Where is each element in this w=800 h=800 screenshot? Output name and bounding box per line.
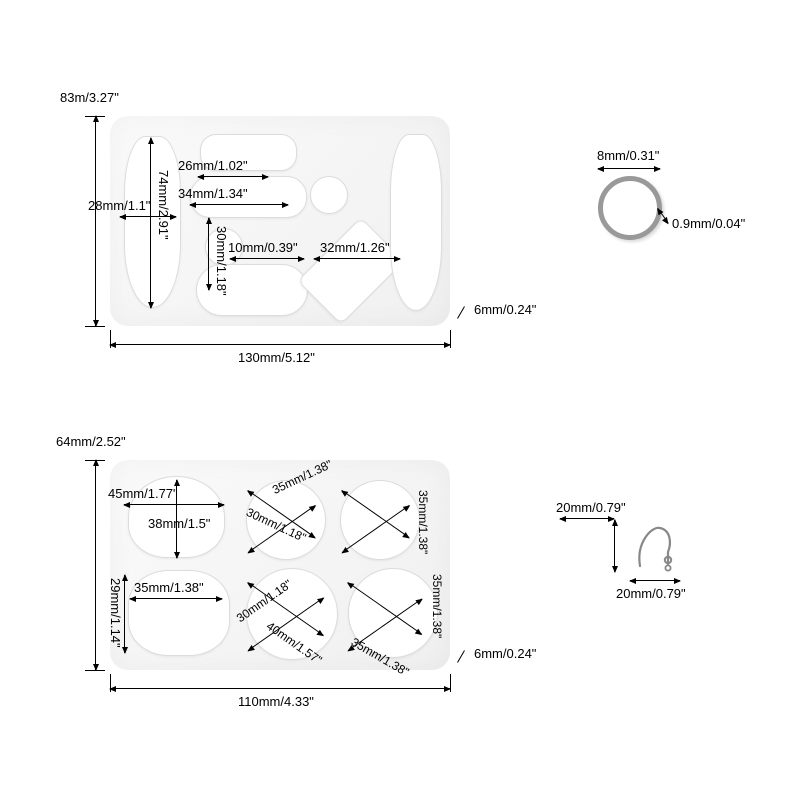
mold1-w28-dim — [120, 216, 176, 217]
mold1-height-dim — [95, 116, 96, 326]
hook-h-label: 20mm/0.79" — [556, 500, 626, 515]
mold2-h38-label: 38mm/1.5" — [148, 516, 210, 531]
mold2-width-dim — [110, 688, 450, 689]
mold1-w34-dim — [190, 204, 288, 205]
mold2-depth-label: 6mm/0.24" — [474, 646, 536, 661]
mold2-w35a-label: 35mm/1.38" — [134, 580, 204, 595]
mold1-w26-dim — [198, 176, 268, 177]
tick — [450, 674, 451, 692]
mold1-cluster — [196, 264, 308, 316]
mold1-leaf-left — [124, 136, 181, 308]
mold2-h29-label: 29mm/1.14" — [108, 578, 123, 648]
mold2-h38-dim — [176, 480, 177, 558]
mold2-w35a-dim — [130, 598, 222, 599]
mold2-height-label: 64mm/2.52" — [56, 434, 126, 449]
m2-d35-3-l: 35mm/1.38" — [430, 574, 444, 638]
mold1-w32-label: 32mm/1.26" — [320, 240, 390, 255]
mold1-h74-label: 74mm/2.91" — [156, 170, 171, 240]
mold1-w32-dim — [314, 258, 400, 259]
mold1-depth-slash — [457, 306, 465, 319]
mold1-diamond — [297, 217, 404, 324]
mold2-h29-dim — [124, 575, 125, 653]
jump-ring — [598, 176, 662, 240]
mold1-leaf-right — [390, 134, 442, 311]
m2-d35-2-l: 35mm/1.38" — [416, 490, 430, 554]
ring-diameter-dim — [598, 168, 660, 169]
mold2-width-label: 110mm/4.33" — [238, 694, 314, 709]
mold1-w10-dim — [230, 258, 304, 259]
hook-w-label: 20mm/0.79" — [616, 586, 686, 601]
hook-h-lead — [560, 518, 614, 519]
mold2-w45-label: 45mm/1.77" — [108, 486, 178, 501]
mold2-height-dim — [95, 460, 96, 670]
ring-wire-label: 0.9mm/0.04" — [672, 216, 745, 231]
hook-w-dim — [630, 580, 680, 581]
mold1-width-label: 130mm/5.12" — [238, 350, 315, 365]
mold1-w26-label: 26mm/1.02" — [178, 158, 248, 173]
mold1-h30-dim — [208, 218, 209, 290]
tick — [85, 326, 105, 327]
mold1-w28-label: 28mm/1.1" — [88, 198, 150, 213]
mold1-depth-label: 6mm/0.24" — [474, 302, 536, 317]
mold2-w45-dim — [124, 504, 224, 505]
earring-hook — [630, 520, 680, 572]
mold1-circle — [310, 176, 348, 214]
mold2-depth-slash — [457, 650, 465, 663]
mold2-circle2 — [340, 480, 420, 560]
ring-diameter-label: 8mm/0.31" — [597, 148, 659, 163]
mold1-w34-label: 34mm/1.34" — [178, 186, 248, 201]
mold1-height-label: 83m/3.27" — [60, 90, 119, 105]
mold1-h30-label: 30mm/1.18" — [214, 226, 229, 296]
mold1-h74-dim — [150, 138, 151, 308]
tick — [450, 330, 451, 348]
mold1-width-dim — [110, 344, 450, 345]
mold1-w10-label: 10mm/0.39" — [228, 240, 298, 255]
hook-h-dim — [614, 520, 615, 572]
tick — [85, 670, 105, 671]
